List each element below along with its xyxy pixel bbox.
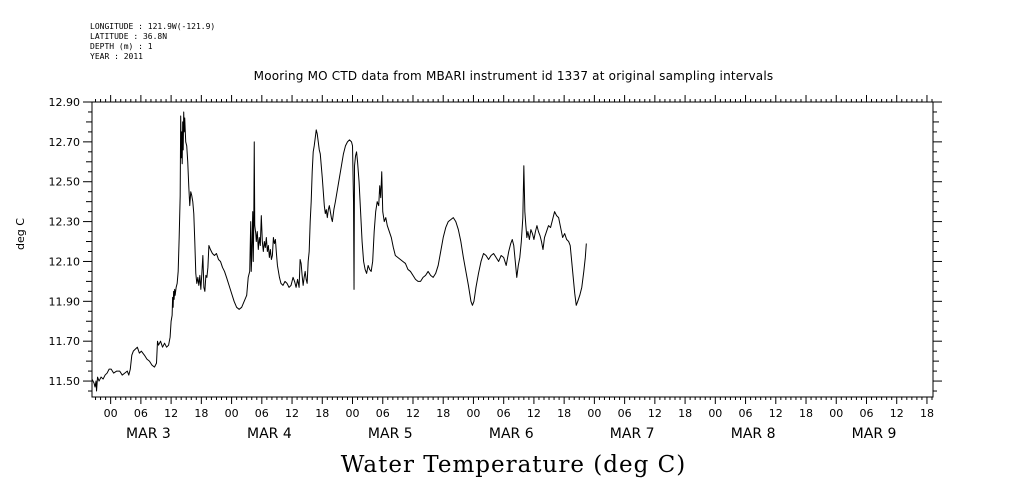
x-tick-label: 00 [466, 407, 480, 420]
x-tick-label: 00 [829, 407, 843, 420]
y-tick-label: 12.90 [49, 96, 81, 109]
x-tick-label: 12 [164, 407, 178, 420]
depth-text: DEPTH (m) : 1 [90, 42, 153, 51]
x-tick-label: 00 [104, 407, 118, 420]
x-tick-label: 06 [255, 407, 269, 420]
chart-title: Mooring MO CTD data from MBARI instrumen… [253, 69, 774, 83]
x-tick-label: 12 [769, 407, 783, 420]
x-tick-label: 18 [557, 407, 571, 420]
y-tick-label: 12.70 [49, 136, 81, 149]
x-tick-label: 18 [799, 407, 813, 420]
day-label: MAR 8 [731, 426, 776, 442]
day-label: MAR 6 [489, 426, 534, 442]
x-tick-label: 00 [225, 407, 239, 420]
x-tick-label: 12 [648, 407, 662, 420]
y-tick-label: 11.70 [49, 335, 81, 348]
day-label: MAR 9 [852, 426, 897, 442]
series-layer [91, 111, 587, 392]
plot-frame [91, 101, 934, 398]
y-tick-label: 12.30 [49, 216, 81, 229]
longitude-text: LONGITUDE : 121.9W(-121.9) [90, 22, 216, 31]
series-line [91, 111, 587, 392]
day-label: MAR 7 [610, 426, 655, 442]
day-label: MAR 5 [368, 426, 413, 442]
metadata-block: LONGITUDE : 121.9W(-121.9) LATITUDE : 36… [90, 22, 215, 62]
x-tick-label: 18 [920, 407, 934, 420]
x-tick-label: 06 [618, 407, 632, 420]
x-tick-label: 18 [678, 407, 692, 420]
latitude-text: LATITUDE : 36.8N [90, 32, 168, 41]
day-label: MAR 3 [126, 426, 171, 442]
x-tick-label: 00 [708, 407, 722, 420]
x-tick-label: 00 [587, 407, 601, 420]
x-tick-label: 06 [497, 407, 511, 420]
y-tick-label: 11.90 [49, 295, 81, 308]
x-tick-label: 18 [194, 407, 208, 420]
x-tick-label: 06 [739, 407, 753, 420]
x-tick-label: 06 [859, 407, 873, 420]
x-tick-label: 06 [134, 407, 148, 420]
x-tick-label: 00 [346, 407, 360, 420]
y-tick-label: 12.10 [49, 255, 81, 268]
axes: 11.50 11.70 11.90 12.10 12.30 12.50 12.70 12.90… [49, 95, 942, 442]
x-tick-label: 12 [890, 407, 904, 420]
x-tick-label: 18 [436, 407, 450, 420]
x-tick-label: 18 [315, 407, 329, 420]
x-tick-label: 12 [285, 407, 299, 420]
day-label: MAR 4 [247, 426, 292, 442]
year-text: YEAR : 2011 [90, 52, 143, 61]
y-tick-label: 12.50 [49, 176, 81, 189]
x-axis-label: Water Temperature (deg C) [340, 452, 687, 478]
x-tick-label: 12 [406, 407, 420, 420]
y-tick-label: 11.50 [49, 375, 81, 388]
x-tick-label: 06 [376, 407, 390, 420]
x-tick-label: 12 [527, 407, 541, 420]
